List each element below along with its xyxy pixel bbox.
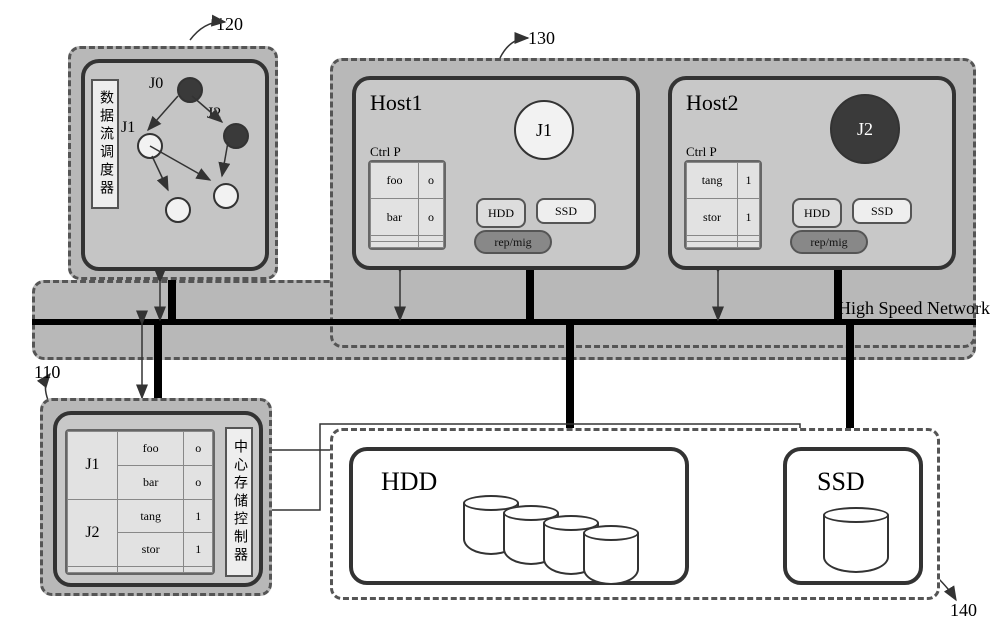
ssd-box: SSD xyxy=(783,447,923,585)
controller-panel: J1fooo baro J2tang1 stor1 中心存储控制器 xyxy=(40,398,272,596)
dag-j0 xyxy=(177,77,203,103)
controller-inner: J1fooo baro J2tang1 stor1 中心存储控制器 xyxy=(53,411,263,587)
host1-ctrlp: Ctrl P xyxy=(370,144,401,160)
controller-title-cn: 中心存储控制器 xyxy=(225,427,253,577)
callout-110: 110 xyxy=(34,362,60,383)
host1: Host1 Ctrl P fooo baro J1 HDD SSD rep/mi… xyxy=(352,76,640,270)
dag-n4 xyxy=(165,197,191,223)
storage-panel: HDD SSD xyxy=(330,428,940,600)
host2-title: Host2 xyxy=(686,90,739,116)
host2-hdd: HDD xyxy=(792,198,842,228)
dag-j0-label: J0 xyxy=(149,75,163,93)
dag-j1 xyxy=(137,133,163,159)
host2-job: J2 xyxy=(830,94,900,164)
dag-j1-label: J1 xyxy=(121,119,135,137)
ssd-label: SSD xyxy=(817,467,865,497)
scheduler-panel: 数据流调度器 J0 J1 J2 xyxy=(68,46,278,280)
host1-title: Host1 xyxy=(370,90,423,116)
network-label: High Speed Network xyxy=(838,298,990,319)
host1-job: J1 xyxy=(514,100,574,160)
host2: Host2 Ctrl P tang1 stor1 J2 HDD SSD rep/… xyxy=(668,76,956,270)
host2-repmig: rep/mig xyxy=(790,230,868,254)
callout-140: 140 xyxy=(950,600,977,621)
scheduler-inner: 数据流调度器 J0 J1 J2 xyxy=(81,59,269,271)
hdd-pool: HDD xyxy=(349,447,689,585)
host2-ssd: SSD xyxy=(852,198,912,224)
disk-4 xyxy=(583,525,639,585)
host1-ssd: SSD xyxy=(536,198,596,224)
scheduler-title-cn: 数据流调度器 xyxy=(91,79,119,209)
host1-repmig: rep/mig xyxy=(474,230,552,254)
controller-table: J1fooo baro J2tang1 stor1 xyxy=(65,429,215,575)
hdd-label: HDD xyxy=(381,467,437,497)
callout-120: 120 xyxy=(216,14,243,35)
host1-hdd: HDD xyxy=(476,198,526,228)
dag-n5 xyxy=(213,183,239,209)
dag-j2-label: J2 xyxy=(207,105,221,123)
host2-ctrlp: Ctrl P xyxy=(686,144,717,160)
host2-table: tang1 stor1 xyxy=(684,160,762,250)
callout-130: 130 xyxy=(528,28,555,49)
ssd-disk xyxy=(823,507,889,573)
host1-table: fooo baro xyxy=(368,160,446,250)
dag-j2 xyxy=(223,123,249,149)
